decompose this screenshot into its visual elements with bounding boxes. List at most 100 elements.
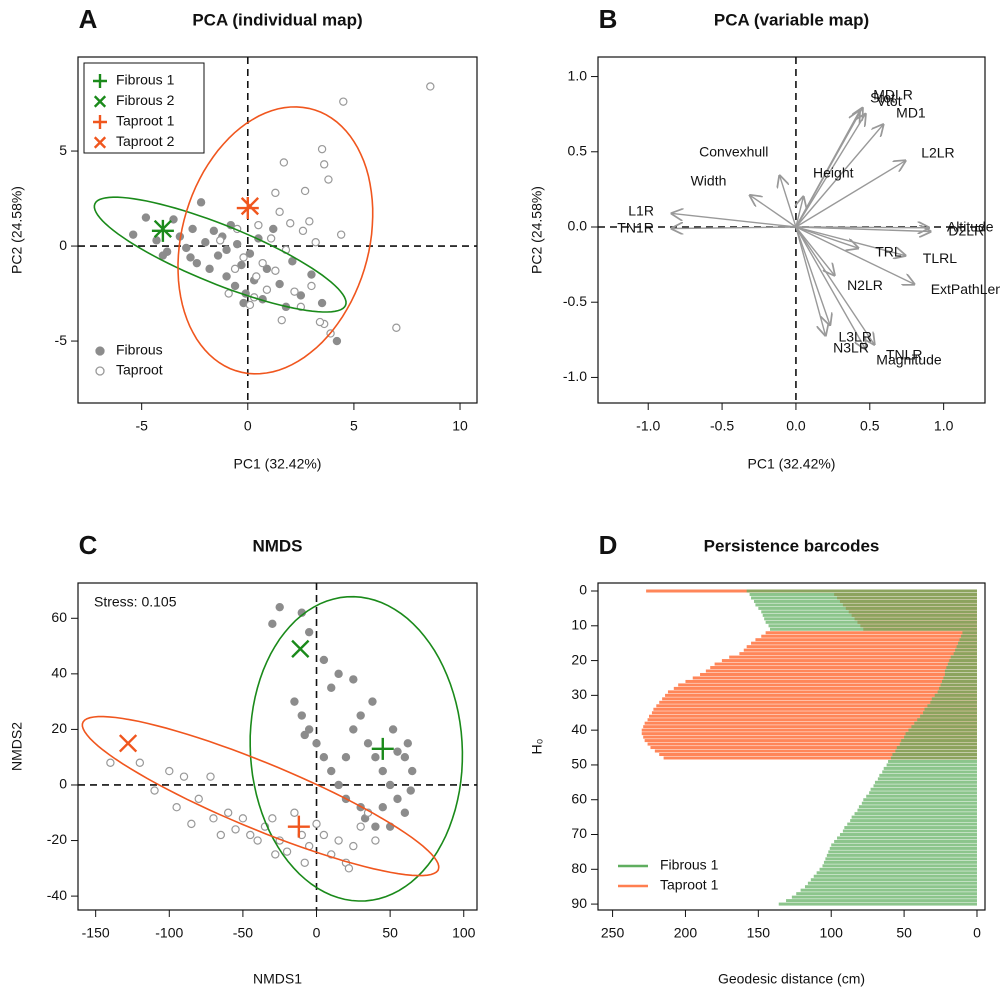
data-point	[371, 822, 380, 831]
ellipse	[93, 196, 347, 313]
barcode-bar	[962, 631, 977, 635]
legend-symbol	[95, 346, 105, 356]
barcode-bar	[896, 746, 977, 750]
data-point	[356, 822, 365, 831]
data-point	[388, 725, 398, 734]
barcode-bar	[882, 770, 977, 774]
barcode-bar	[825, 857, 977, 861]
data-point	[179, 772, 189, 781]
barcode-bar	[641, 732, 977, 736]
panel-title: NMDS	[252, 536, 302, 555]
loading-arrow	[795, 226, 830, 325]
legend-label: Fibrous 2	[116, 92, 175, 108]
data-point	[196, 198, 206, 207]
data-point	[277, 315, 286, 325]
barcode-bar	[834, 839, 977, 843]
x-tick-label: -1.0	[636, 418, 660, 434]
barcode-bar	[828, 850, 977, 854]
barcode-bar	[944, 669, 977, 673]
variable-label: MDLR	[873, 87, 913, 103]
barcode-bar	[942, 679, 977, 683]
barcode-bar	[901, 739, 977, 743]
data-point	[393, 747, 402, 756]
data-point	[392, 323, 401, 332]
data-point	[307, 281, 316, 291]
y-tick-label: 1.0	[568, 67, 588, 83]
data-point	[298, 226, 308, 236]
barcode-bar	[770, 627, 977, 631]
x-tick-label: 200	[674, 925, 698, 941]
barcode-bar	[650, 746, 977, 750]
variable-label: N2LR	[847, 277, 883, 293]
loading-arrow	[796, 197, 803, 228]
data-point	[253, 836, 262, 845]
data-point	[290, 287, 299, 296]
barcode-bar	[829, 846, 977, 850]
barcode-bar	[700, 672, 977, 676]
barcode-bar	[895, 749, 977, 753]
data-point	[192, 258, 202, 268]
y-tick-label: -20	[47, 831, 67, 847]
data-point	[349, 841, 358, 851]
data-point	[238, 814, 248, 823]
data-point	[232, 239, 242, 249]
panel: B PCA (variable map) PC1 (32.42%) PC2 (24.5…	[529, 4, 1000, 472]
barcode-bar	[905, 732, 977, 736]
plot-area	[641, 589, 977, 906]
plot-area	[78, 583, 477, 910]
barcode-bar	[858, 805, 977, 809]
data-point	[296, 291, 306, 300]
data-point	[319, 160, 329, 169]
variable-label: TNLR	[886, 347, 923, 363]
variable-label: Width	[691, 172, 727, 188]
centroid-marker	[151, 219, 174, 242]
barcode-bar	[796, 892, 977, 896]
barcode-bar	[739, 652, 977, 656]
barcode-bar	[883, 766, 977, 770]
data-point	[344, 864, 354, 873]
x-axis-title: NMDS1	[253, 971, 302, 987]
barcode-bar	[959, 638, 977, 642]
barcode-bar	[755, 603, 977, 607]
barcode-bar	[755, 638, 977, 642]
centroid-marker	[287, 815, 310, 838]
y-tick-label: 20	[571, 651, 587, 667]
barcode-bar	[765, 631, 977, 635]
barcode-bar	[939, 686, 977, 690]
barcode-bar	[743, 648, 977, 652]
data-point	[319, 830, 329, 840]
variable-label: Altitude	[947, 219, 994, 235]
barcode-bar	[764, 617, 977, 621]
barcode-bar	[810, 878, 977, 882]
loading-arrow	[795, 226, 914, 284]
y-axis-title: H₀	[529, 738, 545, 754]
legend-symbol	[95, 366, 105, 376]
barcode-bar	[924, 707, 977, 711]
barcode-bar	[863, 798, 977, 802]
barcode-bar	[873, 784, 977, 788]
barcode-bar	[659, 700, 977, 704]
ellipse	[249, 595, 464, 902]
data-point	[230, 264, 240, 274]
barcode-bar	[920, 714, 977, 718]
loading-arrow	[795, 226, 874, 344]
legend-symbol	[93, 115, 107, 129]
data-point	[426, 82, 435, 91]
y-tick-label: 40	[571, 721, 587, 737]
barcode-bar	[839, 833, 977, 837]
x-tick-label: -100	[155, 925, 183, 941]
barcode-bar	[857, 808, 977, 812]
y-tick-label: -5	[55, 332, 68, 348]
panel: C NMDS NMDS1 NMDS2 -150 -100 -50 0 50 100 -40 -20 0 2…	[9, 530, 478, 987]
variable-label: TLRL	[923, 250, 957, 266]
barcode-bar	[807, 881, 977, 885]
legend-label: Taproot 1	[660, 877, 719, 893]
barcode-bar	[653, 707, 977, 711]
barcode-bar	[643, 725, 977, 729]
data-point	[349, 675, 358, 684]
barcode-bar	[816, 871, 977, 875]
barcode-bar	[886, 763, 977, 767]
x-tick-label: -50	[233, 925, 253, 941]
x-tick-label: 0	[244, 418, 252, 434]
barcode-bar	[804, 885, 977, 889]
